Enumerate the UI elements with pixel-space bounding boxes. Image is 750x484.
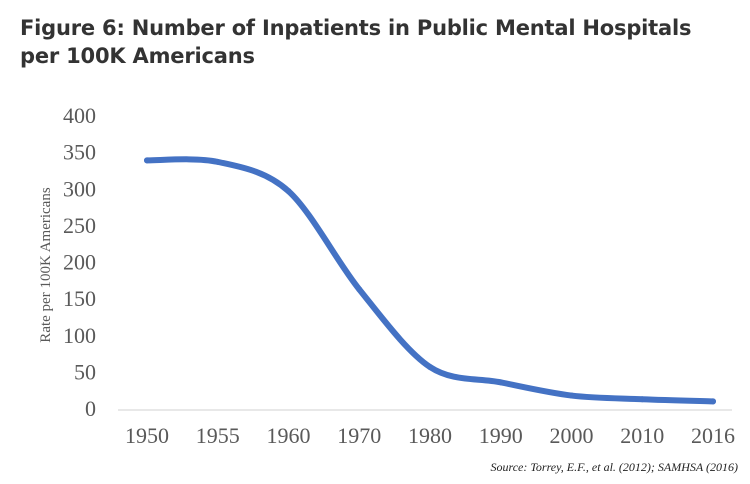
- y-tick-label: 350: [63, 140, 96, 165]
- data-point: [497, 379, 504, 386]
- source-note: Source: Torrey, E.F., et al. (2012); SAM…: [490, 460, 738, 474]
- x-axis-tick-labels: 1950 1955 1960 1970 1980 1990 2000 2010 2016: [125, 423, 735, 448]
- x-tick-label: 1980: [408, 423, 452, 448]
- y-tick-label: 50: [74, 359, 96, 384]
- y-tick-label: 150: [63, 286, 96, 311]
- x-tick-label: 1950: [125, 423, 169, 448]
- y-axis-tick-labels: 0 50 100 150 200 250 300 350 400: [63, 103, 96, 421]
- data-point: [144, 157, 150, 164]
- data-point: [214, 158, 221, 165]
- x-tick-label: 1960: [267, 423, 311, 448]
- data-point: [427, 363, 433, 370]
- data-point: [710, 398, 716, 405]
- data-point: [356, 286, 363, 293]
- x-tick-label: 2000: [550, 423, 594, 448]
- y-tick-label: 300: [63, 176, 96, 201]
- y-tick-label: 100: [63, 323, 96, 348]
- x-tick-label: 2016: [691, 423, 735, 448]
- data-point: [639, 396, 646, 403]
- x-tick-label: 1955: [196, 423, 240, 448]
- series-line: [144, 156, 716, 405]
- y-axis-title: Rate per 100K Americans: [38, 187, 54, 343]
- figure-title: Figure 6: Number of Inpatients in Public…: [20, 16, 692, 68]
- x-tick-label: 1990: [479, 423, 523, 448]
- y-tick-label: 250: [63, 213, 96, 238]
- y-tick-label: 0: [85, 396, 96, 421]
- x-tick-label: 2010: [620, 423, 664, 448]
- data-point: [285, 188, 292, 195]
- y-tick-label: 200: [63, 250, 96, 275]
- x-tick-label: 1970: [337, 423, 381, 448]
- data-point: [568, 392, 575, 399]
- series-group: [144, 156, 716, 405]
- y-tick-label: 400: [63, 103, 96, 128]
